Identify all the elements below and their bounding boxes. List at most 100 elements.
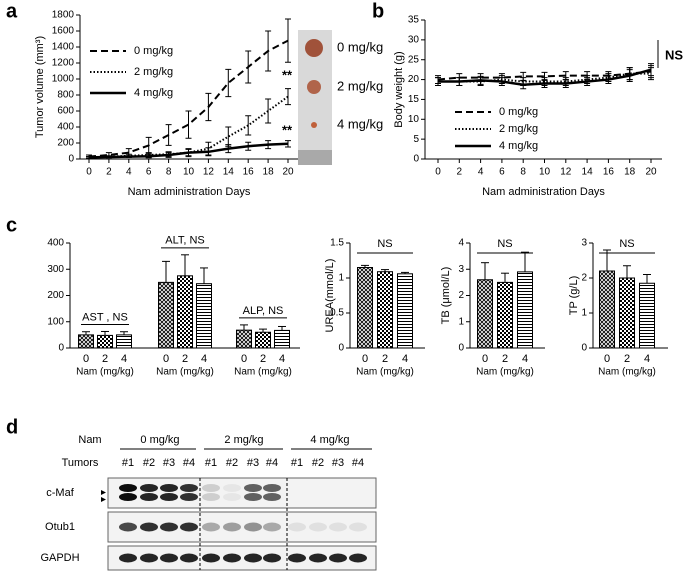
- y-tick-label: 4: [458, 238, 464, 249]
- y-tick-label: 200: [47, 290, 64, 301]
- y-tick-label: 30: [408, 34, 420, 45]
- y-tick-label: 400: [57, 122, 74, 133]
- x-axis-label: Nam (mg/kg): [476, 367, 534, 378]
- band: [119, 522, 137, 532]
- lane-label: #2: [143, 457, 155, 469]
- group-label: AST , NS: [82, 311, 128, 323]
- lane-label: #3: [163, 457, 175, 469]
- x-tick-label: 0: [482, 353, 488, 365]
- x-tick-label: 0: [604, 353, 610, 365]
- blot-label: Nam: [78, 434, 101, 446]
- x-tick-label: 0: [362, 353, 368, 365]
- bar: [158, 281, 174, 349]
- x-tick-label: 2: [382, 353, 388, 365]
- y-tick-label: 35: [408, 15, 420, 26]
- band: [180, 493, 198, 501]
- band: [309, 553, 327, 563]
- band: [180, 553, 198, 563]
- series-line: [88, 39, 289, 158]
- band: [349, 553, 367, 563]
- y-tick-label: 20: [408, 74, 420, 85]
- y-tick-label: 1200: [52, 58, 75, 69]
- y-axis-label: TP (g/L): [568, 276, 580, 316]
- error-bar: [265, 98, 272, 124]
- panel-label: c: [6, 214, 17, 236]
- band: [140, 484, 158, 492]
- x-tick-label: 16: [243, 167, 255, 178]
- lane-label: #1: [122, 457, 134, 469]
- y-tick-label: 0: [68, 154, 74, 165]
- band: [119, 493, 137, 501]
- x-tick-label: 12: [560, 167, 572, 178]
- y-tick-label: 0: [413, 154, 419, 165]
- bar: [116, 334, 132, 349]
- x-tick-label: 6: [499, 167, 505, 178]
- band: [223, 522, 241, 532]
- y-tick-label: 800: [57, 90, 74, 101]
- legend-label: 4 mg/kg: [499, 140, 538, 152]
- annotation: **: [282, 122, 293, 137]
- x-tick-label: 0: [163, 353, 169, 365]
- band: [288, 522, 306, 532]
- x-tick-label: 2: [102, 353, 108, 365]
- x-axis-label: Nam (mg/kg): [156, 367, 214, 378]
- error-bar: [225, 68, 232, 98]
- lane-label: #4: [266, 457, 278, 469]
- panel-label: a: [6, 0, 18, 22]
- error-bar: [225, 126, 232, 147]
- x-tick-label: 4: [201, 353, 207, 365]
- bar: [255, 331, 271, 349]
- x-tick-label: 2: [260, 353, 266, 365]
- series-line: [437, 70, 652, 81]
- panel-label: d: [6, 416, 18, 438]
- lane-label: #1: [291, 457, 303, 469]
- x-tick-label: 0: [241, 353, 247, 365]
- band: [140, 493, 158, 501]
- x-tick-label: 4: [644, 353, 650, 365]
- band: [160, 522, 178, 532]
- x-tick-label: 8: [520, 167, 526, 178]
- band: [180, 522, 198, 532]
- y-tick-label: 0.5: [330, 308, 344, 319]
- band: [263, 522, 281, 532]
- legend-label: 0 mg/kg: [134, 45, 173, 57]
- x-tick-label: 18: [624, 167, 636, 178]
- x-tick-label: 2: [502, 353, 508, 365]
- dose-label: 4 mg/kg: [310, 434, 349, 446]
- y-tick-label: 600: [57, 106, 74, 117]
- band: [202, 493, 220, 501]
- blot-divider: [199, 478, 288, 570]
- error-bar: [185, 110, 192, 139]
- y-tick-label: 1: [338, 273, 344, 284]
- band: [160, 484, 178, 492]
- band: [140, 553, 158, 563]
- x-tick-label: 20: [645, 167, 657, 178]
- band: [223, 553, 241, 563]
- x-tick-label: 16: [603, 167, 615, 178]
- band: [288, 553, 306, 563]
- lane-label: #3: [247, 457, 259, 469]
- band: [244, 493, 262, 501]
- dose-label: 2 mg/kg: [224, 434, 263, 446]
- band-arrow: [101, 490, 106, 502]
- annotation: NS: [497, 238, 512, 250]
- protein-label: c-Maf: [46, 487, 74, 499]
- x-tick-label: 2: [624, 353, 630, 365]
- x-tick-label: 14: [582, 167, 594, 178]
- x-tick-label: 4: [402, 353, 408, 365]
- x-tick-label: 10: [539, 167, 551, 178]
- y-tick-label: 1800: [52, 10, 75, 21]
- band: [244, 553, 262, 563]
- photo-label: 0 mg/kg: [337, 39, 383, 54]
- y-tick-label: 10: [408, 114, 420, 125]
- band: [263, 484, 281, 492]
- bar: [97, 334, 113, 349]
- band: [180, 484, 198, 492]
- x-tick-label: 10: [183, 167, 195, 178]
- annotation: NS: [619, 238, 634, 250]
- blot-label: Tumors: [62, 457, 99, 469]
- y-tick-label: 0: [458, 343, 464, 354]
- legend-label: 2 mg/kg: [499, 123, 538, 135]
- x-axis-label: Nam (mg/kg): [76, 367, 134, 378]
